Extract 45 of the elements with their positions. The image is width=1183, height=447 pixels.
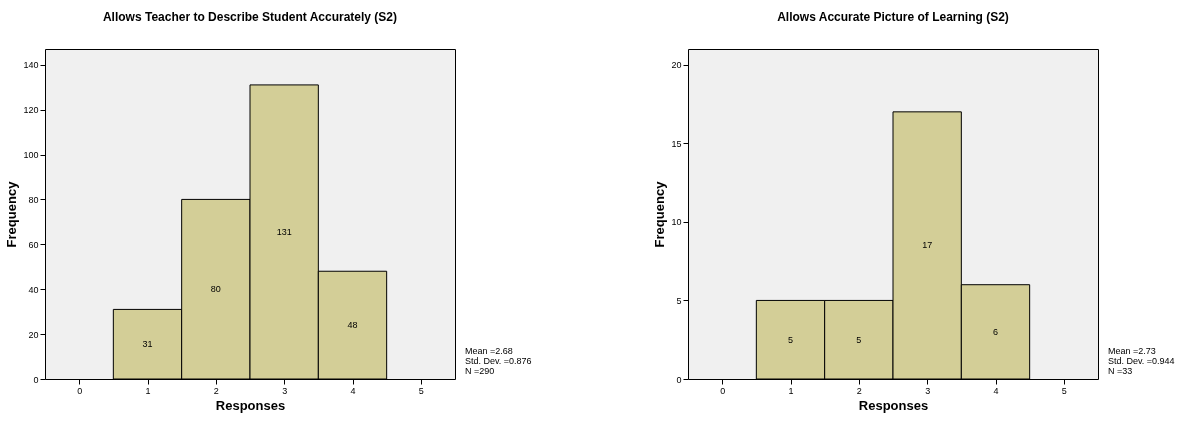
text: Mean =2.73 <box>1108 346 1156 356</box>
y-tick-label: 20 <box>28 329 39 340</box>
x-axis-title: Responses <box>215 397 286 413</box>
x-axis-title: Responses <box>858 397 929 413</box>
data-label: 6 <box>992 326 999 337</box>
data-label: 48 <box>347 320 358 331</box>
y-tick-label: 120 <box>23 105 39 116</box>
x-tick-label: 4 <box>993 385 999 396</box>
y-tick-label: 10 <box>671 217 682 228</box>
x-tick-label: 2 <box>213 385 219 396</box>
data-label: 5 <box>856 334 862 345</box>
text: N =290 <box>465 366 495 376</box>
x-tick-label: 1 <box>788 385 794 396</box>
x-tick-label: 3 <box>925 385 931 396</box>
text: Std. Dev. =0.876 <box>465 356 532 366</box>
y-tick-label: 0 <box>33 374 39 385</box>
data-label: 131 <box>276 226 292 237</box>
x-tick-label: 4 <box>350 385 356 396</box>
data-label: 80 <box>210 284 221 295</box>
x-tick-label: 3 <box>282 385 288 396</box>
x-tick-label: 5 <box>418 385 424 396</box>
y-tick-label: 0 <box>676 374 682 385</box>
y-tick-label: 40 <box>28 284 39 295</box>
data-label: 31 <box>142 339 153 350</box>
y-tick-label: 20 <box>671 60 682 71</box>
x-tick-label: 1 <box>145 385 151 396</box>
x-tick-label: 2 <box>856 385 862 396</box>
y-tick-label: 140 <box>23 60 39 71</box>
x-tick-label: 5 <box>1061 385 1067 396</box>
text: N =33 <box>1108 366 1133 376</box>
y-tick-label: 5 <box>676 295 682 306</box>
y-axis-title: Frequency <box>652 180 668 248</box>
chart-title: Allows Accurate Picture of Learning (S2) <box>777 10 1009 24</box>
y-tick-label: 60 <box>28 239 39 250</box>
y-tick-label: 100 <box>23 150 39 161</box>
text: Mean =2.68 <box>465 346 513 356</box>
chart-title: Allows Teacher to Describe Student Accurately (S2) <box>102 10 398 24</box>
x-tick-label: 0 <box>77 385 83 396</box>
y-tick-label: 80 <box>28 194 39 205</box>
y-tick-label: 15 <box>671 138 682 149</box>
y-axis-title: Frequency <box>4 180 20 248</box>
x-tick-label: 0 <box>720 385 726 396</box>
data-label: 5 <box>787 334 794 345</box>
data-label: 17 <box>922 240 933 251</box>
text: Std. Dev. =0.944 <box>1108 356 1175 366</box>
